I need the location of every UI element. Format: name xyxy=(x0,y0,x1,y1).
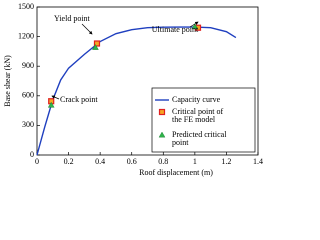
predicted-point xyxy=(47,101,55,108)
legend-label: Capacity curve xyxy=(172,96,221,104)
legend-box xyxy=(151,87,256,153)
annotation: Crack point xyxy=(60,95,98,104)
plot-frame xyxy=(36,6,259,156)
x-tick-label: 1.2 xyxy=(221,157,231,166)
legend-entry: Capacity curve xyxy=(172,96,221,104)
y-tick-label: 900 xyxy=(22,61,34,70)
legend-entry: Critical point of the FE model xyxy=(172,108,224,124)
annotation-arrow xyxy=(51,95,60,100)
legend-label: Critical point of the FE model xyxy=(172,108,224,124)
y-axis-label: Base shear (kN) xyxy=(3,55,12,107)
capacity-curve xyxy=(36,26,237,156)
annotation: Yield point xyxy=(54,14,91,23)
x-tick-label: 1 xyxy=(193,157,197,166)
x-tick-label: 0.4 xyxy=(95,157,105,166)
y-tick-label: 1200 xyxy=(18,31,34,40)
predicted-point xyxy=(92,44,99,50)
y-tick-label: 0 xyxy=(30,150,34,159)
page: {"chart_data": { "type": "line", "x_labe… xyxy=(2,1,263,177)
y-tick-label: 600 xyxy=(22,91,34,100)
critical-point xyxy=(158,108,166,116)
x-tick-label: 0.6 xyxy=(127,157,137,166)
x-tick-label: 1.4 xyxy=(253,157,263,166)
annotation-arrow xyxy=(189,21,199,28)
x-axis-label: Roof displacement (m) xyxy=(139,168,213,177)
predicted-point xyxy=(158,131,166,138)
annotation: Ultimate point xyxy=(152,25,199,34)
legend-entry: Predicted critical point xyxy=(172,131,227,147)
legend-label: Predicted critical point xyxy=(172,131,227,147)
annotation-arrow xyxy=(81,23,93,35)
y-tick-label: 300 xyxy=(22,120,34,129)
x-tick-label: 0.2 xyxy=(64,157,74,166)
critical-point xyxy=(93,40,101,47)
y-tick-label: 1500 xyxy=(18,2,34,11)
predicted-point xyxy=(191,23,199,30)
x-tick-label: 0.8 xyxy=(158,157,168,166)
x-tick-label: 0 xyxy=(35,157,39,166)
